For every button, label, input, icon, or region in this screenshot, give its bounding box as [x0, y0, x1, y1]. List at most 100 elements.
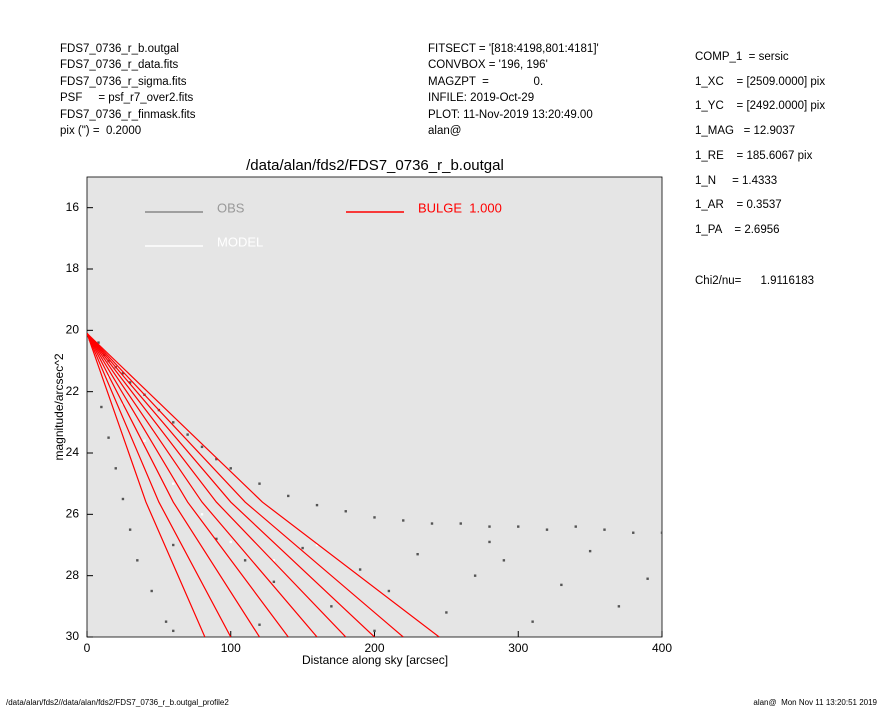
point	[229, 540, 232, 544]
model-line	[87, 332, 440, 637]
point	[502, 559, 506, 562]
point	[121, 497, 125, 501]
point	[646, 577, 649, 580]
point	[574, 525, 577, 528]
point	[172, 543, 175, 547]
chi2: Chi2/nu= 1.9116183	[695, 275, 815, 287]
y-tick-label: 28	[66, 568, 80, 582]
plot-area	[86, 176, 663, 638]
point	[344, 510, 347, 513]
point	[459, 522, 462, 525]
y-tick-label: 18	[66, 261, 80, 275]
y-tick-label: 26	[66, 507, 80, 521]
point	[121, 372, 125, 375]
fit-param: 1_AR = 0.3537	[695, 199, 782, 212]
point	[473, 574, 477, 577]
point	[315, 543, 319, 547]
model-line	[87, 333, 375, 637]
y-axis-label: magnitude/arcsec^2	[52, 353, 66, 460]
fit-param: 1_MAG = 12.9037	[695, 125, 796, 138]
point	[97, 341, 100, 344]
header-line: FDS7_0736_r_b.outgal	[60, 43, 179, 55]
fit-param: 1_PA = 2.6956	[695, 223, 780, 236]
legend-label: MODEL	[217, 234, 263, 249]
point	[301, 546, 304, 550]
model-line	[87, 333, 261, 637]
model-line	[87, 333, 347, 637]
point	[617, 605, 621, 608]
model-line	[87, 333, 318, 637]
header-line: pix (") = 0.2000	[60, 125, 142, 137]
header-line: FDS7_0736_r_data.fits	[60, 59, 179, 72]
footer-right: alan@ Mon Nov 11 13:20:51 2019	[753, 698, 877, 707]
point	[114, 467, 117, 470]
point	[272, 580, 276, 583]
point	[387, 589, 391, 593]
point	[243, 559, 247, 562]
point	[143, 439, 146, 442]
header-line: alan@	[428, 125, 462, 137]
point	[545, 528, 549, 531]
point	[588, 549, 592, 553]
point	[172, 482, 175, 485]
point	[287, 494, 290, 498]
point	[445, 611, 448, 614]
point	[330, 605, 333, 608]
fit-param: COMP_1 = sersic	[695, 51, 789, 63]
point	[128, 528, 132, 531]
model-line	[87, 333, 206, 637]
point	[632, 531, 635, 534]
x-tick-label: 100	[221, 641, 241, 655]
point	[402, 519, 405, 522]
point	[215, 457, 218, 461]
legend-label: BULGE 1.000	[418, 200, 502, 215]
header-line: CONVBOX = '196, 196'	[428, 59, 548, 72]
plot-data	[87, 332, 662, 637]
point	[517, 525, 520, 528]
point	[200, 445, 204, 449]
point	[172, 629, 175, 633]
x-tick-label: 300	[508, 641, 528, 655]
point	[315, 503, 319, 507]
chart-title: /data/alan/fds2/FDS7_0736_r_b.outgal	[246, 157, 504, 174]
legend-label: OBS	[217, 200, 245, 215]
footer-left: /data/alan/fds2//data/alan/fds2/FDS7_073…	[6, 698, 229, 707]
point	[416, 553, 419, 556]
fit-param: 1_YC = [2492.0000] pix	[695, 100, 826, 113]
point	[136, 559, 139, 562]
header-line: FDS7_0736_r_finmask.fits	[60, 108, 196, 121]
point	[150, 589, 153, 593]
header-line: PLOT: 11-Nov-2019 13:20:49.00	[428, 108, 593, 121]
point	[107, 436, 110, 439]
point	[488, 540, 491, 544]
header-line: INFILE: 2019-Oct-29	[428, 92, 535, 105]
fit-param: 1_XC = [2509.0000] pix	[695, 75, 826, 88]
point	[100, 405, 103, 409]
point	[272, 559, 276, 562]
x-tick-label: 200	[364, 641, 384, 655]
y-tick-label: 22	[66, 384, 80, 398]
y-tick-label: 30	[66, 629, 80, 643]
fit-param: 1_RE = 185.6067 pix	[695, 149, 813, 162]
x-tick-label: 400	[652, 641, 672, 655]
header-line: MAGZPT = 0.	[428, 75, 544, 88]
model-line	[87, 332, 404, 637]
point	[164, 620, 168, 623]
point	[200, 513, 204, 516]
point	[373, 629, 376, 633]
y-tick-label: 20	[66, 323, 80, 337]
header-line: FDS7_0736_r_sigma.fits	[60, 75, 187, 88]
point	[560, 583, 563, 587]
point	[229, 467, 232, 470]
point	[660, 531, 662, 534]
x-axis-label: Distance along sky [arcsec]	[302, 653, 448, 667]
point	[172, 421, 175, 424]
point	[373, 516, 376, 519]
point	[358, 568, 362, 571]
x-tick-label: 0	[84, 641, 91, 655]
fit-param: 1_N = 1.4333	[695, 174, 778, 187]
point	[258, 482, 261, 485]
model-line	[87, 333, 289, 637]
